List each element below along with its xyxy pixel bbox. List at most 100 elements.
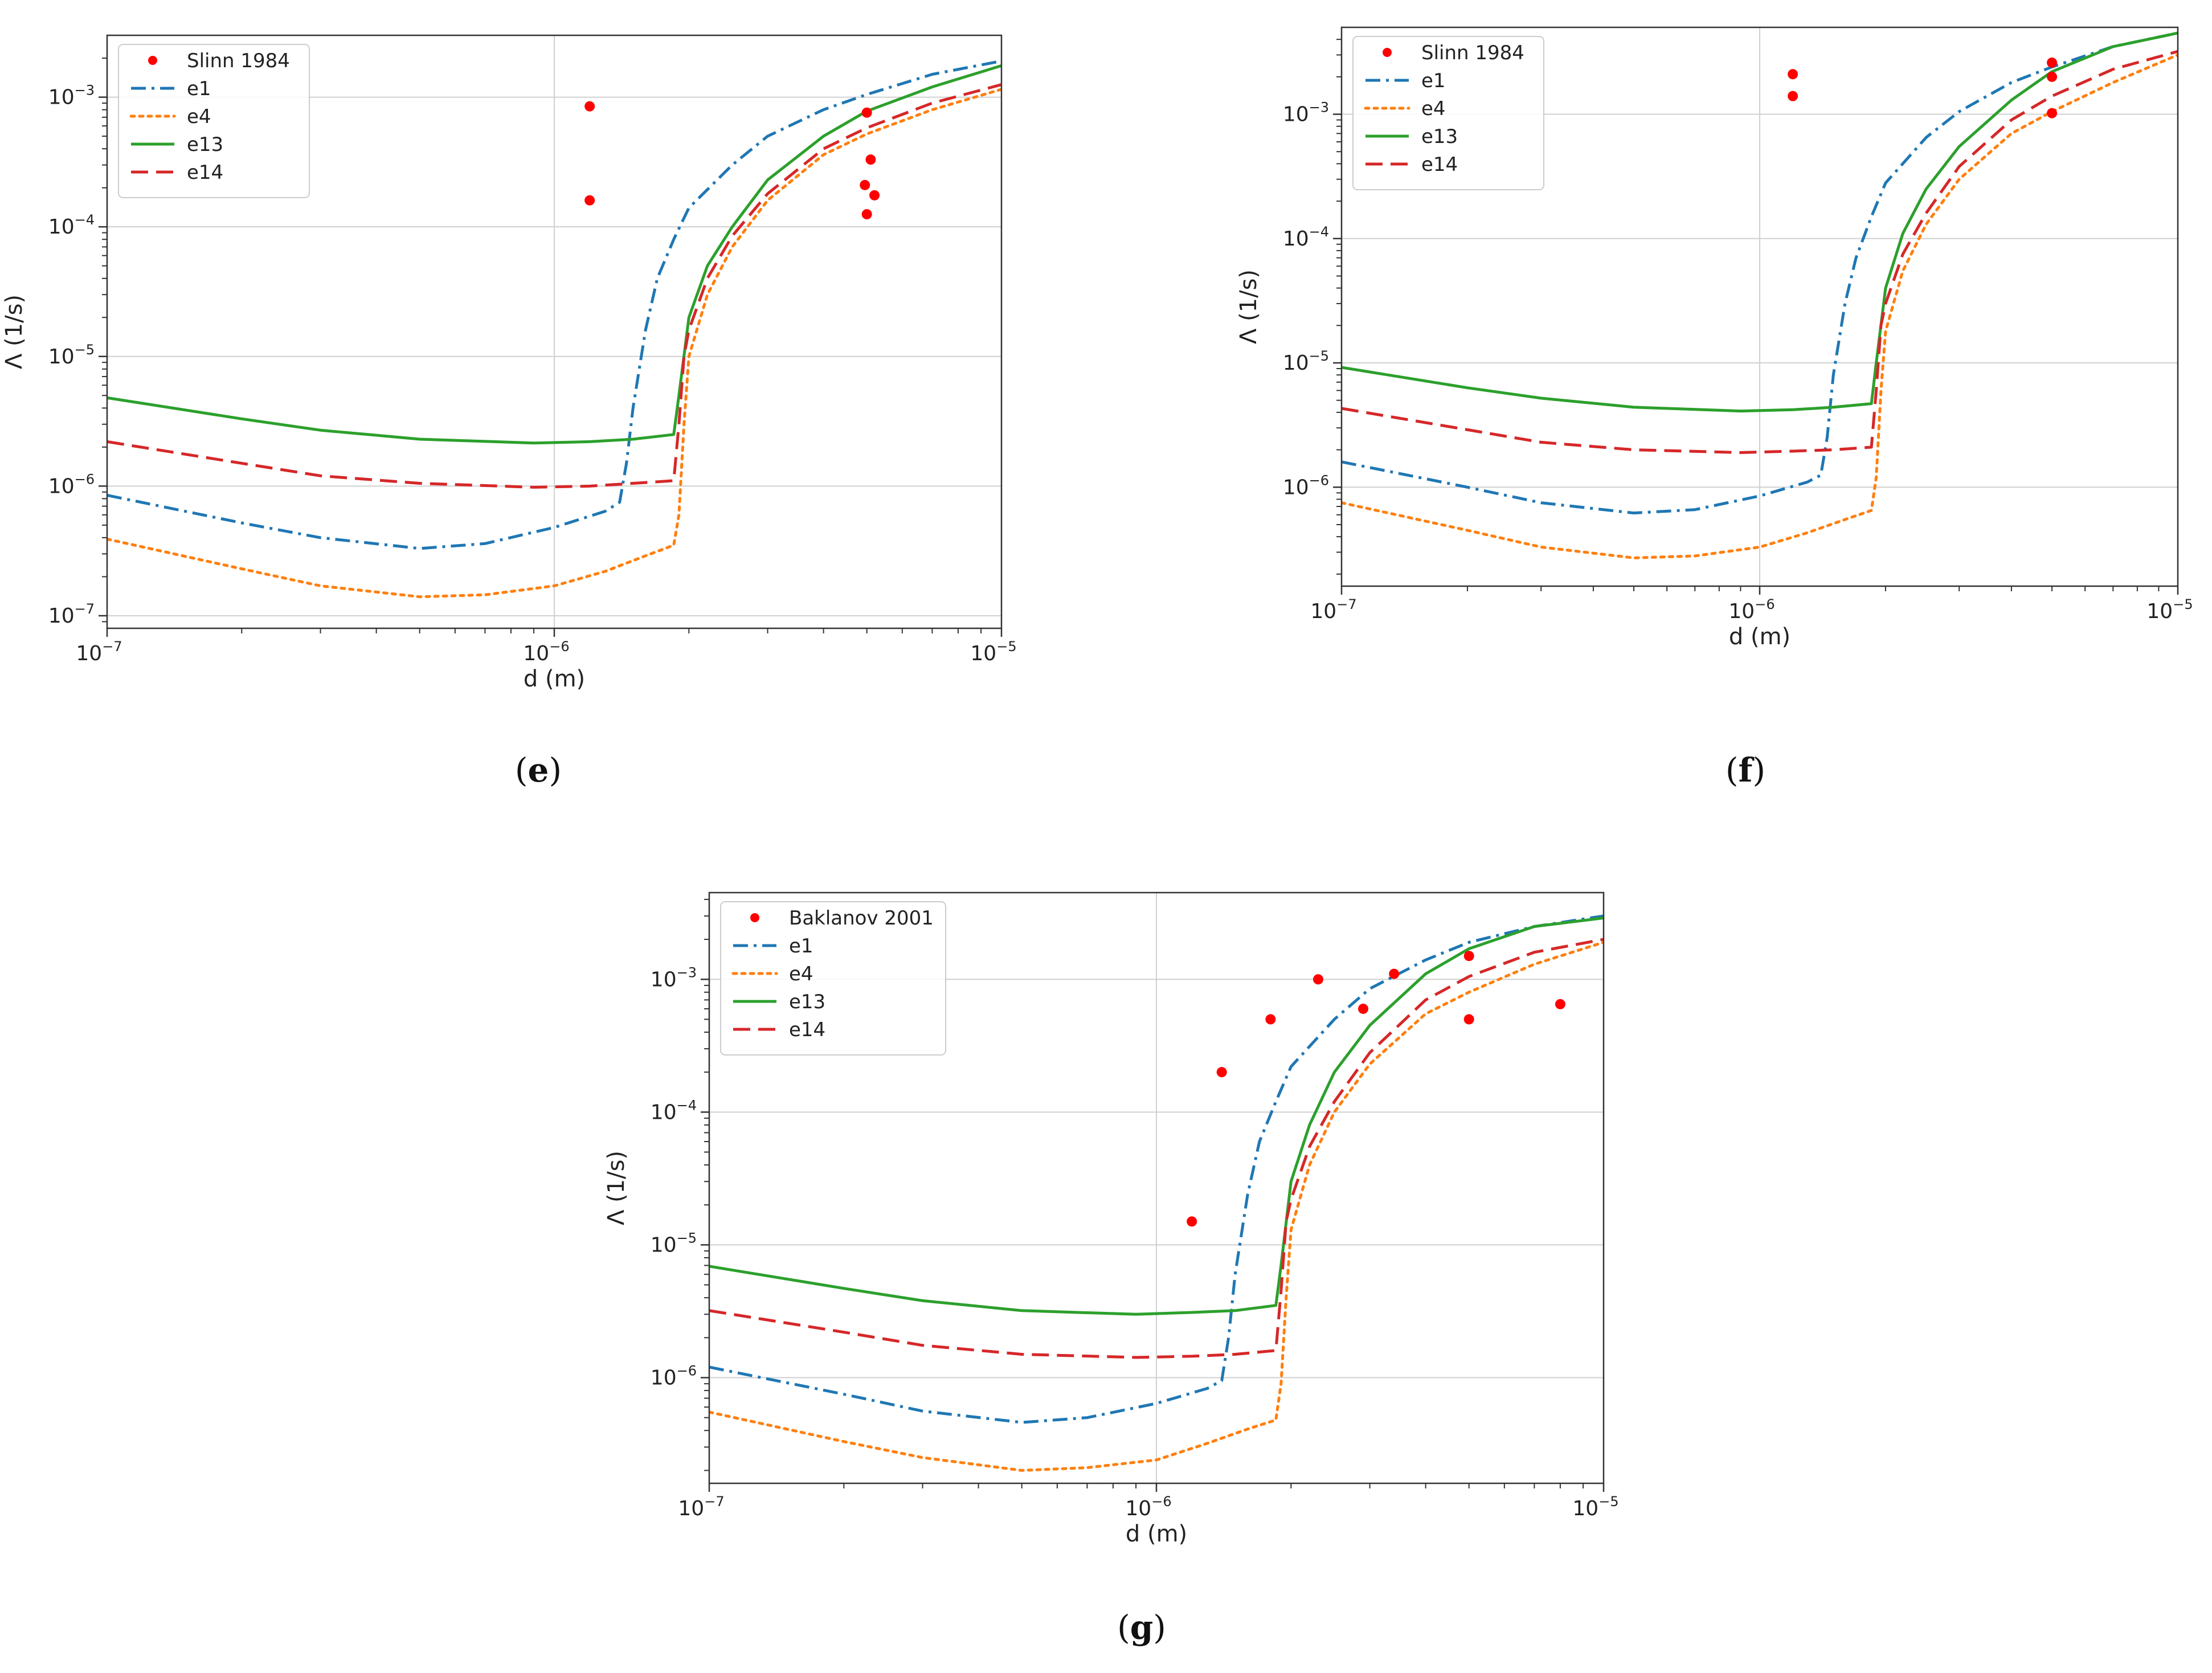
series-line-e14 xyxy=(709,938,1604,1359)
x-tick-base: 10 xyxy=(678,1497,704,1520)
panel-label-letter: e xyxy=(528,751,549,790)
series-line-e14 xyxy=(107,83,1001,489)
y-tick-exp: −6 xyxy=(677,1363,697,1379)
scatter-point xyxy=(584,101,595,112)
scatter-point xyxy=(1313,974,1323,985)
x-tick-label: 10−5 xyxy=(2146,596,2193,623)
legend: Slinn 1984 e1 e4 e13 e14 xyxy=(118,44,310,198)
panel-label-close: ) xyxy=(1752,751,1765,790)
y-tick-label: 10−3 xyxy=(651,964,697,991)
x-axis-label: d (m) xyxy=(524,666,585,692)
panel-label-open: ( xyxy=(1726,751,1739,790)
legend-label: e1 xyxy=(187,77,211,100)
scatter-point xyxy=(1187,1216,1197,1227)
legend-box xyxy=(720,901,946,1056)
legend-label: e13 xyxy=(187,133,223,156)
y-tick-label: 10−3 xyxy=(48,83,95,109)
plot-area xyxy=(107,59,1001,599)
y-tick-label: 10−4 xyxy=(48,212,95,239)
chart-panel-e: 10−7 10−6 10−510−710−610−510−410−3d (m)Λ (… xyxy=(1,34,1017,692)
x-tick-base: 10 xyxy=(1728,600,1755,623)
scatter-point xyxy=(2047,57,2058,68)
y-tick-base: 10 xyxy=(651,1366,677,1389)
y-tick-base: 10 xyxy=(651,1101,677,1124)
scatter-point xyxy=(861,209,872,220)
series-line-e4 xyxy=(709,940,1604,1472)
y-tick-label: 10−4 xyxy=(1283,224,1329,251)
panel-label-letter: f xyxy=(1739,751,1755,790)
legend: Slinn 1984 e1 e4 e13 e14 xyxy=(1352,36,1544,190)
y-axis-label: Λ (1/s) xyxy=(1236,269,1262,344)
y-tick-base: 10 xyxy=(48,604,75,628)
x-tick-exp: −7 xyxy=(704,1494,724,1510)
scatter-point xyxy=(860,179,870,190)
x-tick-exp: −6 xyxy=(1151,1494,1171,1510)
x-axis-label: d (m) xyxy=(1126,1521,1187,1547)
scatter-point xyxy=(1788,91,1798,101)
y-tick-label: 10−6 xyxy=(651,1363,697,1389)
y-tick-exp: −3 xyxy=(75,83,95,99)
series-line-e1 xyxy=(709,914,1604,1424)
legend-box xyxy=(1352,36,1544,190)
legend: Baklanov 2001 e1 e4 e13 e14 xyxy=(720,901,946,1056)
scatter-point xyxy=(1555,999,1565,1009)
series-line-e1 xyxy=(1342,31,2178,515)
legend-label: e14 xyxy=(1421,153,1458,176)
plot-frame xyxy=(708,891,1605,1484)
y-tick-exp: −6 xyxy=(75,471,95,487)
x-tick-label: 10−5 xyxy=(970,639,1016,665)
y-tick-exp: −6 xyxy=(1309,472,1329,488)
scatter-point xyxy=(1463,1014,1474,1025)
legend-label: e4 xyxy=(789,963,813,985)
y-tick-exp: −3 xyxy=(1309,100,1329,116)
panel-label-close: ) xyxy=(1153,1608,1166,1647)
panel-label-g: (g) xyxy=(1117,1608,1166,1647)
x-tick-exp: −7 xyxy=(102,639,122,655)
y-tick-exp: −5 xyxy=(1309,348,1329,364)
panel-label-e: (e) xyxy=(515,751,562,790)
y-tick-base: 10 xyxy=(651,1233,677,1257)
y-tick-label: 10−3 xyxy=(1283,100,1329,126)
legend-marker-scatter xyxy=(148,56,157,65)
panel-label-open: ( xyxy=(1117,1608,1130,1647)
y-tick-label: 10−7 xyxy=(48,601,95,628)
y-tick-base: 10 xyxy=(48,475,75,498)
x-tick-label: 10−6 xyxy=(1728,596,1774,623)
y-tick-base: 10 xyxy=(48,345,75,369)
panel-label-open: ( xyxy=(515,751,528,790)
legend-label: e14 xyxy=(187,161,223,184)
x-axis-label: d (m) xyxy=(1729,624,1790,650)
scatter-point xyxy=(869,190,880,201)
x-tick-base: 10 xyxy=(970,642,996,665)
scatter-point xyxy=(1788,69,1798,80)
y-tick-label: 10−6 xyxy=(1283,472,1329,499)
x-tick-exp: −5 xyxy=(996,639,1016,655)
y-tick-label: 10−6 xyxy=(48,471,95,498)
series-line-e13 xyxy=(1342,31,2178,413)
x-tick-exp: −5 xyxy=(2173,596,2193,612)
legend-label: e13 xyxy=(789,991,825,1013)
series-line-e13 xyxy=(107,64,1001,445)
y-tick-label: 10−4 xyxy=(651,1097,697,1124)
y-tick-base: 10 xyxy=(48,86,75,109)
scatter-point xyxy=(865,154,876,165)
scatter-point xyxy=(584,195,595,206)
scatter-point xyxy=(1216,1067,1227,1078)
x-tick-base: 10 xyxy=(76,642,102,665)
legend-label: e4 xyxy=(1421,97,1446,120)
legend-label: e1 xyxy=(789,935,813,958)
y-tick-exp: −7 xyxy=(75,601,95,617)
y-tick-base: 10 xyxy=(48,215,75,239)
series-line-e14 xyxy=(1342,50,2178,454)
series-line-e1 xyxy=(107,59,1001,550)
y-tick-label: 10−5 xyxy=(1283,348,1329,375)
legend-label: e14 xyxy=(789,1018,825,1041)
chart-panel-g: 10−7 10−6 10−510−610−510−410−3d (m)Λ (1/s)… xyxy=(603,891,1619,1547)
x-tick-label: 10−6 xyxy=(523,639,569,665)
x-tick-base: 10 xyxy=(1572,1497,1598,1520)
legend-label: e13 xyxy=(1421,125,1458,148)
legend-marker-scatter xyxy=(750,913,759,922)
x-tick-exp: −6 xyxy=(1755,596,1774,612)
x-tick-exp: −6 xyxy=(549,639,569,655)
